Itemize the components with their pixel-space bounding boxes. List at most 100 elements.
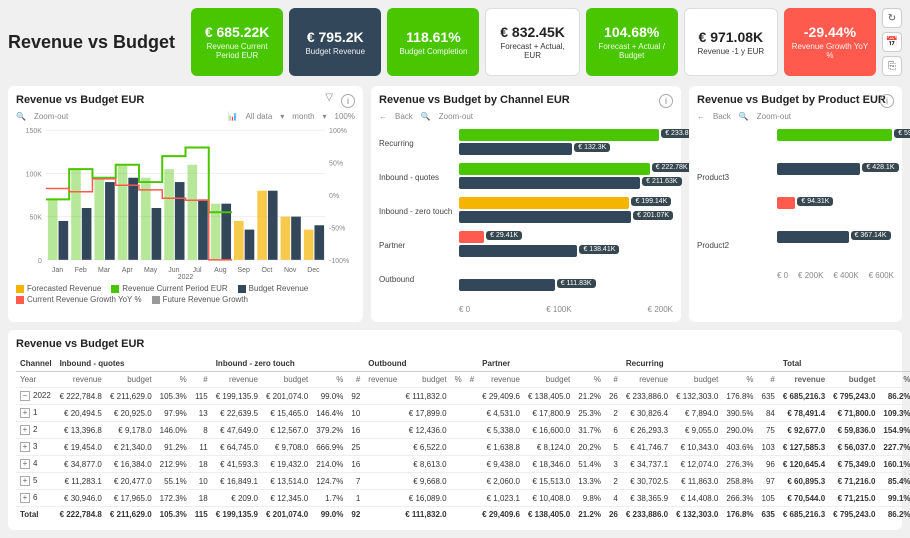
zoom-icon[interactable]: 🔍 — [16, 112, 26, 121]
kpi-card-5[interactable]: € 971.08KRevenue -1 y EUR — [684, 8, 778, 76]
expand-icon[interactable]: + — [20, 459, 30, 469]
svg-text:50K: 50K — [30, 215, 43, 222]
col-group: Inbound - quotes — [56, 356, 212, 372]
expand-icon[interactable]: + — [20, 493, 30, 503]
hbar-row: Product3€ 428.1K — [697, 163, 894, 191]
hbar-bar[interactable] — [777, 163, 860, 175]
kpi-card-4[interactable]: 104.68%Forecast + Actual / Budget — [586, 8, 678, 76]
hbar-value-tag: € 111.83K — [557, 279, 596, 288]
cell: € 15,465.0 — [262, 405, 312, 422]
table-row[interactable]: +1€ 20,494.5€ 20,925.097.9%13€ 22,639.5€… — [16, 405, 910, 422]
header-row: Revenue vs Budget € 685.22KRevenue Curre… — [8, 8, 902, 76]
info-icon[interactable]: i — [880, 94, 894, 108]
kpi-card-6[interactable]: -29.44%Revenue Growth YoY % — [784, 8, 876, 76]
kpi-value: 118.61% — [393, 29, 473, 45]
zoom-icon[interactable]: 🔍 — [421, 112, 431, 121]
cell — [364, 456, 401, 473]
hbar-bar[interactable] — [459, 177, 640, 189]
cell: 10 — [191, 473, 212, 490]
table-row[interactable]: −2022€ 222,784.8€ 211,629.0105.3%115€ 19… — [16, 388, 910, 405]
back-btn[interactable]: Back — [713, 112, 731, 121]
cell: € 2,060.0 — [478, 473, 524, 490]
kpi-card-3[interactable]: € 832.45KForecast + Actual, EUR — [485, 8, 579, 76]
calendar-icon[interactable]: 📅 — [882, 32, 902, 52]
subcol: revenue — [622, 372, 672, 388]
chart-a-title: Revenue vs Budget EUR — [16, 94, 355, 106]
info-icon[interactable]: i — [659, 94, 673, 108]
data-table: ChannelInbound - quotesInbound - zero to… — [16, 356, 910, 522]
cell: € 12,345.0 — [262, 490, 312, 507]
cell: € 199,135.9 — [212, 388, 262, 405]
filter-icon[interactable]: ▽ — [325, 92, 333, 103]
cell: € 12,436.0 — [401, 422, 450, 439]
svg-text:Apr: Apr — [122, 267, 134, 274]
col-year: Year — [16, 372, 56, 388]
expand-icon[interactable]: + — [20, 408, 30, 418]
cell: € 71,216.0 — [829, 473, 879, 490]
cell: 9.8% — [574, 490, 605, 507]
table-row[interactable]: +4€ 34,877.0€ 16,384.0212.9%18€ 41,593.3… — [16, 456, 910, 473]
cell: 212.9% — [156, 456, 191, 473]
svg-text:-50%: -50% — [329, 225, 345, 232]
kpi-card-1[interactable]: € 795.2KBudget Revenue — [289, 8, 381, 76]
back-icon[interactable]: ← — [697, 112, 705, 121]
axis-tick: € 200K — [798, 271, 823, 280]
chart-type-icon[interactable]: 📊 — [228, 112, 238, 121]
zoom-out[interactable]: Zoom-out — [757, 112, 791, 121]
all-data[interactable]: All data — [246, 112, 273, 121]
zoom-out[interactable]: Zoom-out — [34, 112, 68, 121]
export-icon[interactable]: ⎘ — [882, 56, 902, 76]
kpi-card-2[interactable]: 118.61%Budget Completion — [387, 8, 479, 76]
hbar-row: € 590.9K — [697, 129, 894, 157]
back-btn[interactable]: Back — [395, 112, 413, 121]
hbar-bar[interactable] — [459, 197, 629, 209]
subcol: # — [758, 372, 779, 388]
period-select[interactable]: month — [292, 112, 314, 121]
expand-icon[interactable]: + — [20, 425, 30, 435]
cell: € 29,409.6 — [478, 388, 524, 405]
subcol: budget — [672, 372, 722, 388]
subcol: budget — [262, 372, 312, 388]
cell: 276.3% — [722, 456, 757, 473]
table-row[interactable]: +3€ 19,454.0€ 21,340.091.2%11€ 64,745.0€… — [16, 439, 910, 456]
hbar-bar[interactable] — [777, 231, 849, 243]
table-row[interactable]: +5€ 11,283.1€ 20,477.055.1%10€ 16,849.1€… — [16, 473, 910, 490]
hbar-bar[interactable] — [459, 231, 484, 243]
back-icon[interactable]: ← — [379, 112, 387, 121]
cell — [466, 439, 478, 456]
expand-icon[interactable]: − — [20, 391, 30, 401]
cell: 109.3% — [879, 405, 910, 422]
table-row[interactable]: +2€ 13,396.8€ 9,178.0146.0%8€ 47,649.0€ … — [16, 422, 910, 439]
table-row[interactable]: +6€ 30,946.0€ 17,965.0172.3%18€ 209.0€ 1… — [16, 490, 910, 507]
table-title: Revenue vs Budget EUR — [16, 338, 894, 350]
kpi-value: € 832.45K — [492, 24, 572, 40]
chart-c-title: Revenue vs Budget by Product EUR — [697, 94, 894, 106]
hbar-bar[interactable] — [459, 163, 650, 175]
expand-icon[interactable]: + — [20, 476, 30, 486]
cell: € 111,832.0 — [401, 388, 450, 405]
svg-text:100K: 100K — [26, 171, 43, 178]
expand-icon[interactable]: + — [20, 442, 30, 452]
cell: 97 — [758, 473, 779, 490]
refresh-icon[interactable]: ↻ — [882, 8, 902, 28]
hbar-bar[interactable] — [777, 197, 795, 209]
info-icon[interactable]: i — [341, 94, 355, 108]
hbar-bar[interactable] — [459, 129, 659, 141]
svg-text:May: May — [144, 267, 158, 274]
axis-tick: € 0 — [777, 271, 788, 280]
cell: 96 — [758, 456, 779, 473]
cell: 172.3% — [156, 490, 191, 507]
kpi-card-0[interactable]: € 685.22KRevenue Current Period EUR — [191, 8, 283, 76]
hbar-value-tag: € 367.14K — [851, 231, 891, 240]
zoom-out[interactable]: Zoom-out — [439, 112, 473, 121]
hbar-bar[interactable] — [459, 211, 631, 223]
hbar-bar[interactable] — [459, 143, 572, 155]
cell: € 201,074.0 — [262, 388, 312, 405]
hbar-bar[interactable] — [777, 129, 892, 141]
cell — [466, 388, 478, 405]
hbar-bar[interactable] — [459, 245, 577, 257]
cell: 51.4% — [574, 456, 605, 473]
zoom-icon[interactable]: 🔍 — [739, 112, 749, 121]
cell — [466, 473, 478, 490]
hbar-bar[interactable] — [459, 279, 555, 291]
